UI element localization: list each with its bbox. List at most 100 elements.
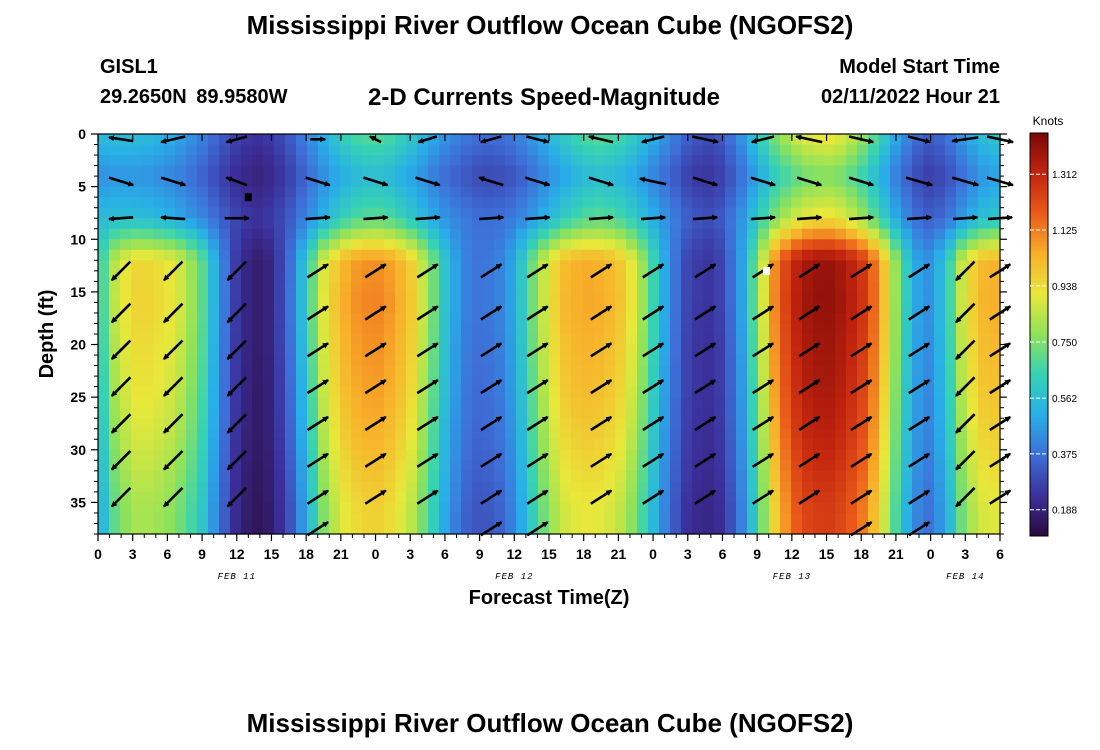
heatmap-cell <box>472 302 484 314</box>
heatmap-cell <box>461 344 473 356</box>
heatmap-cell <box>813 239 825 251</box>
heatmap-cell <box>483 249 495 261</box>
heatmap-cell <box>560 407 572 419</box>
heatmap-cell <box>582 302 594 314</box>
heatmap-cell <box>571 344 583 356</box>
heatmap-cell <box>780 491 792 504</box>
heatmap-cell <box>758 449 770 461</box>
heatmap-cell <box>307 344 319 356</box>
heatmap-cell <box>835 460 847 472</box>
heatmap-cell <box>725 281 737 293</box>
x-tick-label: 12 <box>507 546 523 562</box>
heatmap-cell <box>417 281 429 293</box>
heatmap-cell <box>593 502 605 514</box>
heatmap-cell <box>824 502 836 514</box>
heatmap-cell <box>274 491 286 504</box>
heatmap-cell <box>879 197 891 209</box>
heatmap-cell <box>241 197 253 209</box>
heatmap-cell <box>956 302 968 314</box>
heatmap-cell <box>714 502 726 514</box>
heatmap-cell <box>747 291 759 304</box>
heatmap-cell <box>285 165 297 177</box>
heatmap-cell <box>989 281 1001 293</box>
current-vector <box>162 486 184 508</box>
heatmap-cell <box>318 270 330 282</box>
heatmap-cell <box>989 165 1001 177</box>
heatmap-cell <box>186 407 198 419</box>
heatmap-cell <box>208 312 220 325</box>
heatmap-cell <box>483 439 495 451</box>
heatmap-cell <box>329 376 341 388</box>
heatmap-cell <box>681 470 693 482</box>
heatmap-cell <box>835 228 847 240</box>
heatmap-cell <box>505 270 517 282</box>
heatmap-cell <box>197 260 209 272</box>
heatmap-cell <box>153 439 165 451</box>
heatmap-cell <box>868 155 880 167</box>
heatmap-cell <box>549 502 561 514</box>
heatmap-cell <box>120 270 132 282</box>
heatmap-cell <box>285 491 297 504</box>
heatmap-cell <box>879 155 891 167</box>
heatmap-cell <box>659 407 671 419</box>
heatmap-cell <box>615 134 627 146</box>
heatmap-cell <box>285 397 297 409</box>
heatmap-cell <box>879 376 891 388</box>
heatmap-cell <box>725 218 737 230</box>
heatmap-cell <box>362 281 374 293</box>
heatmap-cell <box>340 407 352 419</box>
heatmap-cell <box>912 470 924 482</box>
heatmap-cell <box>417 218 429 230</box>
heatmap-cell <box>329 186 341 198</box>
heatmap-cell <box>428 270 440 282</box>
heatmap-cell <box>879 144 891 156</box>
current-vector <box>416 379 439 395</box>
heatmap-cell <box>681 397 693 409</box>
heatmap-cell <box>967 270 979 282</box>
current-vector <box>798 305 821 321</box>
heatmap-cell <box>527 312 539 325</box>
heatmap-cell <box>450 291 462 304</box>
heatmap-cell <box>703 249 715 261</box>
heatmap-cell <box>428 228 440 240</box>
heatmap-cell <box>989 449 1001 461</box>
heatmap-cell <box>769 439 781 451</box>
heatmap-cell <box>901 323 913 335</box>
heatmap-cell <box>846 344 858 356</box>
heatmap-cell <box>351 207 363 219</box>
heatmap-cell <box>340 334 352 346</box>
heatmap-cell <box>461 386 473 398</box>
heatmap-cell <box>131 512 143 525</box>
heatmap-cell <box>230 228 242 240</box>
x-tick-label: 3 <box>684 546 692 562</box>
heatmap-cell <box>252 197 264 209</box>
heatmap-cell <box>725 439 737 451</box>
heatmap-cell <box>582 228 594 240</box>
heatmap-cell <box>967 491 979 504</box>
heatmap-cell <box>747 491 759 504</box>
heatmap-cell <box>978 186 990 198</box>
heatmap-cell <box>934 134 946 146</box>
current-vector <box>798 379 821 395</box>
heatmap-cell <box>912 228 924 240</box>
current-vector <box>798 489 821 505</box>
heatmap-cell <box>527 407 539 419</box>
heatmap-cell <box>868 165 880 177</box>
heatmap-cell <box>692 481 704 493</box>
heatmap-cell <box>285 270 297 282</box>
heatmap-cell <box>857 302 869 314</box>
heatmap-cell <box>109 470 121 482</box>
heatmap-cell <box>527 386 539 398</box>
heatmap-cell <box>384 270 396 282</box>
heatmap-cell <box>582 418 594 430</box>
heatmap-cell <box>538 239 550 251</box>
heatmap-cell <box>736 239 748 251</box>
heatmap-cell <box>791 355 803 367</box>
heatmap-cell <box>648 428 660 440</box>
heatmap-cell <box>615 512 627 525</box>
heatmap-cell <box>857 386 869 398</box>
heatmap-cell <box>857 165 869 177</box>
heatmap-cell <box>780 228 792 240</box>
heatmap-cell <box>868 470 880 482</box>
heatmap-cell <box>351 144 363 156</box>
